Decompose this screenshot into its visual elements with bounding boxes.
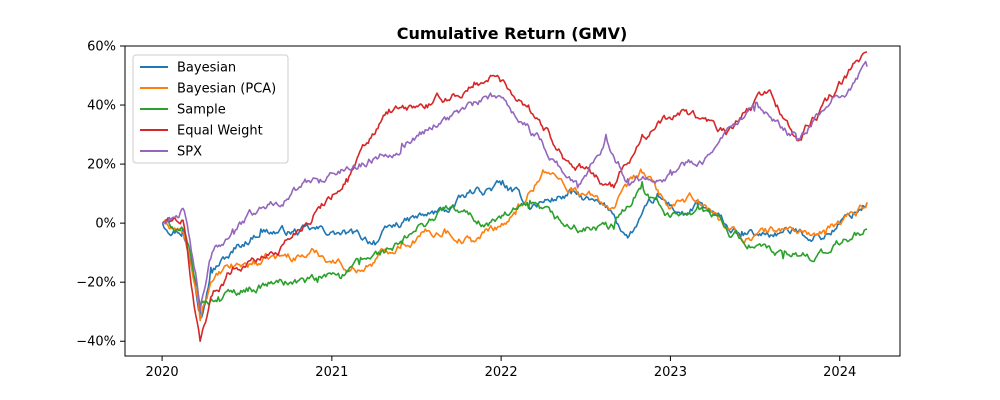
- y-tick-label: 40%: [87, 99, 116, 114]
- y-tick-label: −40%: [76, 335, 116, 350]
- x-tick-label: 2023: [654, 365, 687, 380]
- y-tick-label: 60%: [87, 40, 116, 55]
- x-tick-label: 2024: [823, 365, 856, 380]
- x-tick-label: 2020: [146, 365, 179, 380]
- chart-title: Cumulative Return (GMV): [397, 24, 628, 43]
- y-tick-label: 20%: [87, 158, 116, 173]
- legend: Bayesian Bayesian (PCA) Sample Equal Weight…: [132, 54, 289, 164]
- series-line-5: [161, 60, 868, 313]
- y-axis: −40% −20% 0% 20% 40% 60%: [76, 40, 125, 350]
- y-tick-label: −20%: [76, 276, 116, 291]
- y-tick-label: 0%: [95, 217, 116, 232]
- series-line-3: [162, 181, 868, 307]
- plot-frame: [124, 45, 901, 357]
- x-tick-label: 2021: [315, 365, 348, 380]
- legend-label: Sample: [177, 103, 226, 118]
- series-line-1: [161, 179, 868, 319]
- x-tick-label: 2022: [485, 365, 518, 380]
- x-axis: 2020 2021 2022 2023 2024: [146, 356, 856, 380]
- legend-label: Equal Weight: [177, 124, 263, 139]
- series-line-2: [161, 168, 868, 322]
- series-layer: [161, 51, 868, 343]
- legend-label: Bayesian (PCA): [177, 82, 276, 97]
- legend-box: [132, 54, 289, 164]
- legend-label: SPX: [177, 145, 202, 160]
- legend-label: Bayesian: [177, 61, 236, 76]
